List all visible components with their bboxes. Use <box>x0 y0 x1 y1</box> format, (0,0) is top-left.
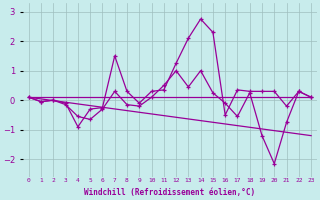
X-axis label: Windchill (Refroidissement éolien,°C): Windchill (Refroidissement éolien,°C) <box>84 188 255 197</box>
